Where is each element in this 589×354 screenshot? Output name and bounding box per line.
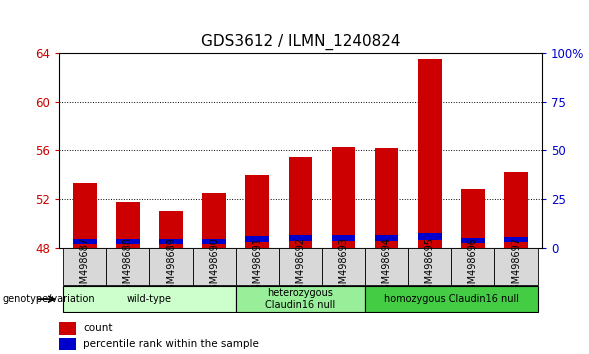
Text: GSM498693: GSM498693 bbox=[339, 237, 349, 296]
Bar bbox=[461, 189, 485, 248]
Bar bbox=[73, 183, 97, 248]
Text: homozygous Claudin16 null: homozygous Claudin16 null bbox=[384, 294, 519, 304]
Text: percentile rank within the sample: percentile rank within the sample bbox=[83, 339, 259, 349]
Bar bbox=[461, 238, 485, 243]
Bar bbox=[375, 235, 399, 241]
FancyBboxPatch shape bbox=[63, 286, 236, 312]
Bar bbox=[289, 156, 312, 248]
FancyBboxPatch shape bbox=[236, 286, 365, 312]
Bar bbox=[246, 236, 269, 242]
Bar bbox=[418, 59, 442, 248]
Text: GSM498692: GSM498692 bbox=[296, 237, 305, 296]
Text: heterozygous
Claudin16 null: heterozygous Claudin16 null bbox=[265, 288, 336, 310]
FancyBboxPatch shape bbox=[322, 248, 365, 285]
Bar bbox=[418, 233, 442, 240]
Bar bbox=[332, 147, 355, 248]
Bar bbox=[289, 235, 312, 241]
Text: GSM498690: GSM498690 bbox=[209, 237, 219, 296]
Bar bbox=[159, 211, 183, 248]
FancyBboxPatch shape bbox=[365, 248, 408, 285]
Text: GSM498691: GSM498691 bbox=[252, 237, 262, 296]
FancyBboxPatch shape bbox=[63, 248, 107, 285]
Text: genotype/variation: genotype/variation bbox=[3, 294, 95, 304]
Bar bbox=[116, 201, 140, 248]
Bar bbox=[59, 322, 76, 335]
Text: GSM498694: GSM498694 bbox=[382, 237, 392, 296]
Text: count: count bbox=[83, 323, 112, 333]
Text: GSM498695: GSM498695 bbox=[425, 237, 435, 296]
FancyBboxPatch shape bbox=[107, 248, 150, 285]
FancyBboxPatch shape bbox=[236, 248, 279, 285]
Bar bbox=[246, 175, 269, 248]
Bar bbox=[202, 193, 226, 248]
FancyBboxPatch shape bbox=[365, 286, 538, 312]
Bar bbox=[116, 239, 140, 244]
Bar bbox=[504, 238, 528, 242]
FancyBboxPatch shape bbox=[451, 248, 494, 285]
Bar bbox=[59, 338, 76, 350]
Bar bbox=[504, 172, 528, 248]
Bar bbox=[375, 148, 399, 248]
Bar bbox=[73, 239, 97, 244]
Text: GSM498689: GSM498689 bbox=[166, 237, 176, 296]
Text: GSM498696: GSM498696 bbox=[468, 237, 478, 296]
FancyBboxPatch shape bbox=[279, 248, 322, 285]
Text: GSM498688: GSM498688 bbox=[123, 237, 133, 296]
Text: GSM498697: GSM498697 bbox=[511, 237, 521, 296]
Bar bbox=[332, 235, 355, 241]
Text: GSM498687: GSM498687 bbox=[80, 237, 90, 296]
FancyBboxPatch shape bbox=[494, 248, 538, 285]
Bar bbox=[159, 239, 183, 244]
FancyBboxPatch shape bbox=[408, 248, 451, 285]
Title: GDS3612 / ILMN_1240824: GDS3612 / ILMN_1240824 bbox=[201, 34, 400, 50]
FancyBboxPatch shape bbox=[150, 248, 193, 285]
Bar bbox=[202, 239, 226, 244]
FancyBboxPatch shape bbox=[193, 248, 236, 285]
Text: wild-type: wild-type bbox=[127, 294, 172, 304]
